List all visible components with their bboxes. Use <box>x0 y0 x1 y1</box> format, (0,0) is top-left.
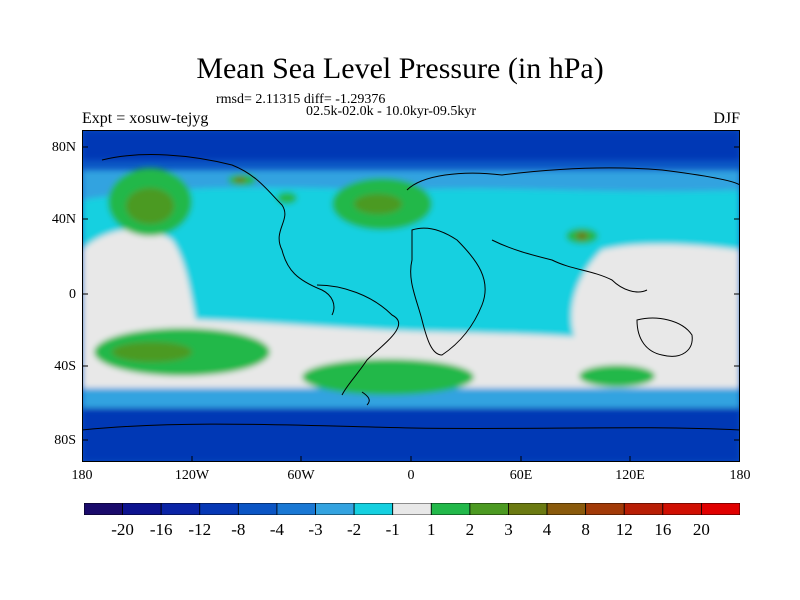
high-satlantic <box>302 359 474 395</box>
lat-label-80n: 80N <box>51 140 76 155</box>
high-natlantic-inner <box>354 194 402 214</box>
colorbar-swatch <box>353 503 394 515</box>
colorbar-swatch <box>546 503 587 515</box>
colorbar-swatch <box>469 503 509 515</box>
lat-label-40s: 40S <box>54 359 76 374</box>
colorbar-label: 12 <box>615 520 633 539</box>
coast-south-america <box>316 284 400 396</box>
colorbar-swatch <box>662 503 702 515</box>
coast-tierra-del-fuego <box>361 391 370 406</box>
colorbar-label: 1 <box>427 520 436 539</box>
lon-label-120e: 120E <box>615 468 645 483</box>
colorbar-label: -16 <box>149 520 173 539</box>
colorbar-label: -4 <box>269 520 285 539</box>
high-hudson <box>277 192 297 204</box>
chart-title: Mean Sea Level Pressure (in hPa) <box>196 52 604 85</box>
colorbar <box>84 503 740 515</box>
colorbar-label: 4 <box>542 520 552 539</box>
colorbar-swatch <box>392 503 432 515</box>
colorbar-label: -12 <box>188 520 212 539</box>
colorbar-swatch <box>199 503 239 515</box>
lon-label-180e: 180 <box>729 468 751 483</box>
colorbar-swatch <box>315 503 355 515</box>
coast-australia <box>636 317 693 357</box>
coast-antarctica <box>82 423 740 431</box>
pressure-field <box>82 130 740 462</box>
coastlines <box>82 154 740 431</box>
lon-label-180w: 180 <box>71 468 93 483</box>
lon-label-60e: 60E <box>509 468 533 483</box>
colorbar-label: 8 <box>581 520 590 539</box>
colorbar-swatch <box>122 503 162 515</box>
high-npacific-inner <box>126 188 174 224</box>
axis-ticks <box>82 146 740 462</box>
colorbar-label: -20 <box>111 520 134 539</box>
pressure-map <box>82 130 740 462</box>
coast-north-america <box>101 154 335 316</box>
colorbar-label: -2 <box>347 520 362 539</box>
period-label: 02.5k-02.0k - 10.0kyr-09.5kyr <box>306 104 477 119</box>
lat-label-0: 0 <box>69 287 76 302</box>
colorbar-label: 2 <box>465 520 475 539</box>
lon-label-60w: 60W <box>287 468 315 483</box>
colorbar-label: 3 <box>504 520 513 539</box>
coast-south-asia <box>491 239 648 293</box>
field-arctic <box>82 130 740 160</box>
high-greenland-core <box>234 177 246 183</box>
colorbar-swatch <box>276 503 316 515</box>
colorbar-label: -1 <box>385 520 400 539</box>
lat-label-80s: 80S <box>54 433 76 448</box>
high-spacific-inner <box>112 342 192 362</box>
colorbar-swatch <box>237 503 278 515</box>
field-antarctic <box>82 408 740 462</box>
experiment-label: Expt = xosuw-tejyg <box>82 110 209 127</box>
season-label: DJF <box>713 110 740 127</box>
colorbar-swatch <box>84 503 123 515</box>
lon-label-0: 0 <box>407 468 415 483</box>
high-tibet-inner <box>576 232 588 240</box>
colorbar-swatch <box>623 503 664 515</box>
lat-label-40n: 40N <box>51 212 76 227</box>
colorbar-swatch <box>430 503 471 515</box>
colorbar-swatch <box>160 503 201 515</box>
colorbar-label: -3 <box>308 520 323 539</box>
rmsd-diff-stats: rmsd= 2.11315 diff= -1.29376 <box>216 92 386 107</box>
colorbar-label: 20 <box>692 520 710 539</box>
coast-africa <box>410 227 486 356</box>
coast-eurasia-north <box>406 167 740 191</box>
colorbar-swatch <box>701 503 740 515</box>
high-sindian <box>579 365 655 387</box>
colorbar-label: -8 <box>231 520 246 539</box>
colorbar-swatch <box>508 503 548 515</box>
colorbar-label: 16 <box>654 520 672 539</box>
field-southern-ocean <box>82 388 740 408</box>
field-neutral-npacific <box>82 229 202 340</box>
lon-label-120w: 120W <box>174 468 210 483</box>
colorbar-swatch <box>585 503 625 515</box>
